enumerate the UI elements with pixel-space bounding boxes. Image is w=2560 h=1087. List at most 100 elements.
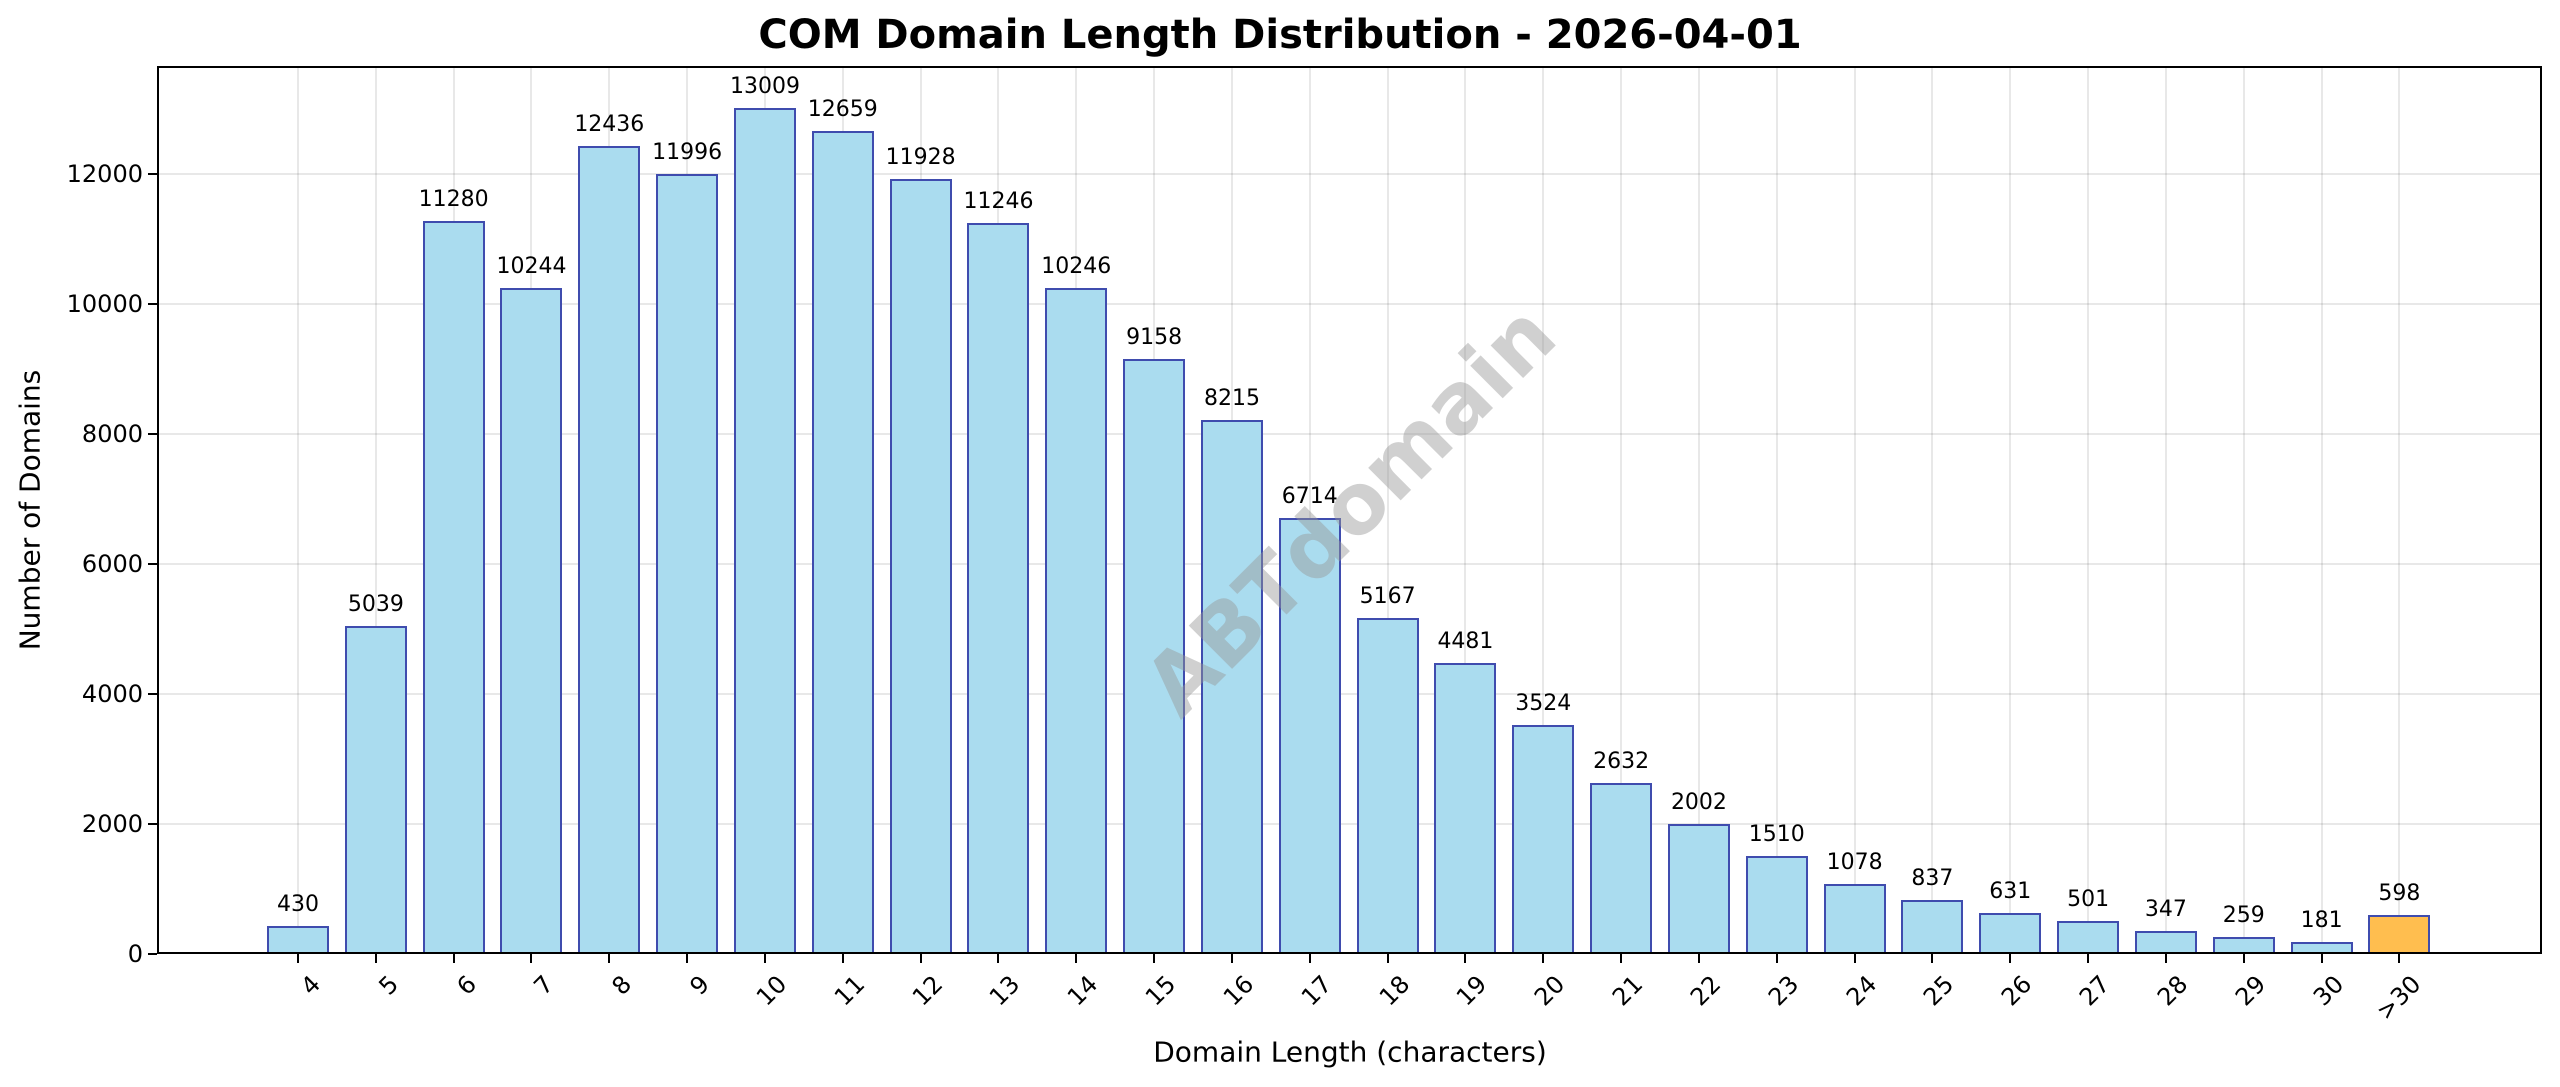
gridline-vertical	[2087, 66, 2090, 954]
y-axis-label: Number of Domains	[13, 369, 47, 651]
bar-value-label: 3524	[1515, 690, 1572, 716]
bar-value-label: 259	[2222, 903, 2265, 929]
gridline-horizontal	[157, 172, 2542, 175]
gridline-horizontal	[157, 562, 2542, 565]
y-tick-mark	[148, 302, 157, 305]
chart-title: COM Domain Length Distribution - 2026-04…	[758, 12, 1802, 58]
bar-17	[1278, 517, 1341, 954]
bar-value-label: 11928	[885, 144, 956, 170]
gridline-vertical	[2320, 66, 2323, 954]
y-tick-label: 0	[127, 940, 143, 968]
gridline-vertical	[1464, 66, 1467, 954]
bar-value-label: 10244	[496, 254, 567, 280]
bar-value-label: 4481	[1437, 628, 1494, 654]
bar-14	[1045, 287, 1108, 954]
gridline-vertical	[2009, 66, 2012, 954]
bar-7	[500, 288, 563, 954]
y-tick-mark	[148, 562, 157, 565]
bar-value-label: 347	[2144, 897, 2187, 923]
bar-21	[1590, 782, 1653, 954]
x-tick-mark	[686, 954, 689, 963]
bar-value-label: 12436	[574, 111, 645, 137]
plot-area	[157, 66, 2542, 954]
bar-6	[422, 220, 485, 954]
bar-13	[967, 222, 1030, 954]
bar-9	[656, 174, 719, 954]
x-tick-mark	[1620, 954, 1623, 963]
bar-8	[578, 145, 641, 954]
bar-value-label: 1510	[1748, 821, 1805, 847]
y-tick-label: 12000	[66, 159, 143, 188]
x-tick-mark	[2398, 954, 2401, 963]
x-tick-mark	[608, 954, 611, 963]
x-tick-mark	[1775, 954, 1778, 963]
bar-27	[2057, 921, 2120, 954]
x-tick-mark	[374, 954, 377, 963]
y-tick-mark	[148, 953, 157, 955]
bar-20	[1512, 724, 1575, 954]
bar-15	[1123, 358, 1186, 954]
bar-value-label: 13009	[729, 74, 800, 100]
gridline-vertical	[2164, 66, 2167, 954]
bar-16	[1200, 419, 1263, 954]
gridline-vertical	[1542, 66, 1545, 954]
x-tick-mark	[1153, 954, 1156, 963]
x-tick-mark	[1075, 954, 1078, 963]
bar-value-label: 2632	[1593, 748, 1650, 774]
bar-value-label: 10246	[1041, 253, 1112, 279]
y-tick-label: 2000	[81, 809, 143, 838]
gridline-horizontal	[157, 302, 2542, 305]
bar-value-label: 501	[2067, 887, 2110, 913]
x-tick-mark	[919, 954, 922, 963]
bar-26	[1979, 912, 2042, 954]
gridline-vertical	[1697, 66, 1700, 954]
y-tick-label: 10000	[66, 289, 143, 318]
bar-12	[889, 178, 952, 954]
y-tick-mark	[148, 172, 157, 175]
bar-value-label: 598	[2378, 881, 2421, 907]
bar-value-label: 1078	[1826, 849, 1883, 875]
bar-5	[344, 626, 407, 954]
gridline-horizontal	[157, 432, 2542, 435]
gridline-vertical	[2398, 66, 2401, 954]
x-tick-mark	[2087, 954, 2090, 963]
x-tick-mark	[1230, 954, 1233, 963]
x-tick-mark	[1308, 954, 1311, 963]
x-tick-mark	[452, 954, 455, 963]
x-tick-mark	[1697, 954, 1700, 963]
x-tick-mark	[1931, 954, 1934, 963]
bar-value-label: 11280	[418, 186, 489, 212]
gridline-vertical	[1931, 66, 1934, 954]
bar-value-label: 11246	[963, 188, 1034, 214]
y-tick-mark	[148, 822, 157, 825]
y-tick-mark	[148, 692, 157, 695]
x-tick-mark	[297, 954, 299, 963]
y-tick-label: 4000	[81, 679, 143, 708]
y-tick-label: 8000	[81, 419, 143, 448]
gridline-vertical	[374, 66, 377, 954]
bar->30	[2368, 915, 2431, 954]
x-tick-mark	[2009, 954, 2012, 963]
x-tick-mark	[2164, 954, 2167, 963]
x-tick-mark	[2320, 954, 2323, 963]
gridline-vertical	[1386, 66, 1389, 954]
gridline-vertical	[297, 66, 299, 954]
x-tick-mark	[841, 954, 844, 963]
bar-value-label: 181	[2300, 908, 2343, 934]
bar-25	[1901, 899, 1964, 954]
bar-24	[1823, 883, 1886, 954]
bar-value-label: 9158	[1126, 324, 1183, 350]
bar-19	[1434, 662, 1497, 954]
gridline-vertical	[1775, 66, 1778, 954]
bar-value-label: 12659	[807, 97, 878, 123]
bar-value-label: 8215	[1203, 385, 1260, 411]
gridline-vertical	[1620, 66, 1623, 954]
x-tick-mark	[1542, 954, 1545, 963]
gridline-vertical	[1853, 66, 1856, 954]
bar-22	[1667, 823, 1730, 954]
bar-value-label: 631	[1989, 878, 2032, 904]
y-tick-mark	[148, 432, 157, 435]
x-tick-mark	[2242, 954, 2245, 963]
